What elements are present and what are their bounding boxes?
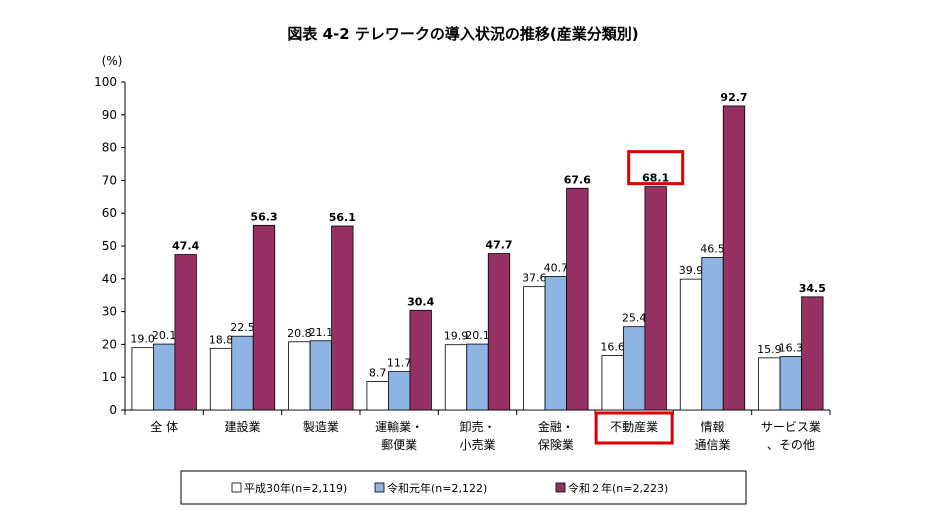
data-label: 92.7 — [720, 91, 747, 104]
highlight-value-box — [627, 150, 685, 186]
data-label: 15.9 — [757, 343, 782, 356]
bar-2-6 — [544, 276, 567, 411]
data-label: 37.6 — [522, 272, 547, 285]
bar-1-2 — [209, 347, 233, 411]
data-label: 39.9 — [679, 264, 704, 277]
data-label: 19.0 — [130, 333, 155, 346]
bar-3-4 — [409, 309, 432, 411]
legend-swatch-3 — [555, 482, 566, 493]
data-label: 20.8 — [287, 327, 312, 340]
category-label: 建設業 — [224, 419, 260, 434]
bar-1-7 — [601, 355, 624, 411]
bar-3-1 — [174, 254, 197, 411]
bar-2-4 — [388, 371, 411, 411]
y-tick-label: 10 — [102, 370, 117, 384]
bar-1-8 — [679, 278, 703, 411]
bar-3-2 — [252, 224, 276, 411]
category-label: 小売業 — [459, 437, 495, 452]
data-label: 22.5 — [230, 321, 255, 334]
legend-box — [180, 470, 747, 505]
bar-1-6 — [523, 286, 546, 411]
category-label: 運輸業・ — [375, 419, 423, 434]
data-label: 16.6 — [600, 341, 625, 354]
bar-2-8 — [701, 257, 724, 411]
y-tick-label: 40 — [102, 272, 117, 286]
bar-3-7 — [644, 186, 667, 411]
data-label: 18.8 — [209, 333, 234, 346]
category-label: 卸売・ — [459, 419, 495, 434]
category-label: 金融・ — [538, 419, 574, 434]
data-label: 20.1 — [152, 329, 177, 342]
bar-2-7 — [623, 326, 646, 411]
legend-label: 令和２年(n=2,223) — [568, 481, 668, 495]
chart-title: 図表 4-2 テレワークの導入状況の推移(産業分類別) — [287, 25, 638, 43]
data-label: 68.1 — [642, 172, 669, 185]
bar-3-8 — [722, 105, 746, 411]
data-label: 40.7 — [544, 262, 569, 275]
bar-2-9 — [779, 356, 802, 411]
bar-3-3 — [331, 225, 354, 411]
data-label: 47.4 — [172, 240, 199, 253]
bar-1-5 — [444, 344, 468, 411]
bar-2-3 — [309, 340, 332, 411]
y-unit-label: (%) — [102, 54, 123, 68]
category-label: サービス業 — [761, 420, 821, 434]
bar-1-1 — [131, 347, 154, 411]
data-label: 21.1 — [309, 326, 334, 339]
data-label: 47.7 — [485, 239, 512, 252]
data-label: 56.1 — [329, 211, 356, 224]
data-label: 56.3 — [250, 210, 277, 223]
category-label: 情報 — [700, 420, 724, 434]
bar-2-1 — [153, 343, 176, 411]
bar-1-4 — [366, 381, 389, 411]
bar-2-5 — [466, 343, 489, 411]
data-label: 46.5 — [700, 242, 725, 255]
data-label: 25.4 — [622, 312, 647, 325]
bar-3-9 — [801, 296, 824, 411]
data-label: 34.5 — [799, 282, 826, 295]
category-label: 、その他 — [767, 438, 815, 452]
y-tick-label: 30 — [102, 305, 117, 319]
legend-swatch-1 — [231, 482, 242, 493]
legend: 平成30年(n=2,119) 令和元年(n=2,122) 令和２年(n=2,223) — [180, 470, 747, 505]
y-tick-label: 0 — [109, 403, 117, 417]
category-label: 保険業 — [538, 438, 574, 452]
legend-label: 平成30年(n=2,119) — [244, 481, 347, 495]
y-tick-label: 20 — [102, 337, 117, 351]
y-tick-label: 80 — [102, 141, 117, 155]
data-label: 30.4 — [407, 295, 434, 308]
category-label: 郵便業 — [381, 438, 417, 452]
highlight-category-box — [594, 411, 674, 445]
category-label: 通信業 — [694, 438, 730, 452]
data-label: 67.6 — [564, 173, 591, 186]
bar-3-5 — [487, 253, 511, 411]
data-label: 11.7 — [387, 357, 412, 370]
data-label: 8.7 — [369, 366, 387, 379]
data-label: 20.1 — [465, 329, 490, 342]
y-tick-label: 70 — [102, 173, 117, 187]
category-label: 製造業 — [303, 420, 339, 434]
y-tick-label: 90 — [102, 108, 117, 122]
category-label: 全 体 — [150, 419, 178, 434]
legend-swatch-2 — [374, 482, 385, 493]
y-tick-label: 100 — [94, 75, 117, 89]
category-label: 不動産業 — [610, 419, 658, 434]
data-label: 16.3 — [779, 342, 804, 355]
data-label: 19.9 — [444, 330, 469, 343]
bar-2-2 — [231, 335, 254, 411]
y-tick-label: 60 — [102, 206, 117, 220]
bar-1-3 — [288, 341, 311, 411]
y-tick-label: 50 — [102, 239, 117, 253]
bar-3-6 — [566, 187, 589, 411]
legend-label: 令和元年(n=2,122) — [387, 481, 487, 495]
bar-1-9 — [758, 357, 781, 411]
